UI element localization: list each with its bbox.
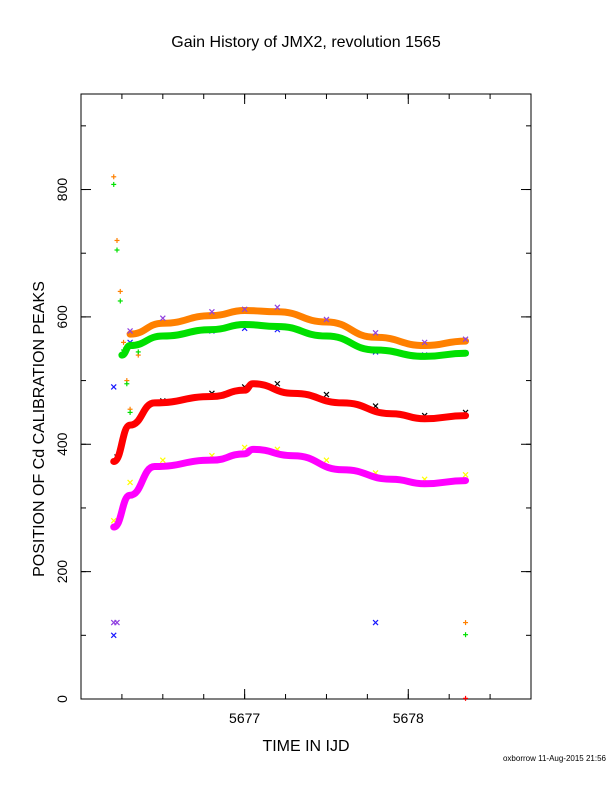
data-point [159,315,166,322]
y-tick-label: 0 [54,695,70,703]
y-tick-label: 400 [54,432,70,456]
data-point [208,308,215,315]
series-10 [110,619,379,639]
footer-credit: oxborrow 11-Aug-2015 21:56 [502,754,606,763]
data-point [127,479,134,486]
data-point [274,304,281,311]
series-line [118,321,470,360]
data-point [114,247,120,253]
data-point [462,336,469,343]
series-line [110,380,470,465]
data-point [463,695,469,701]
data-point [117,298,123,304]
data-point [274,380,281,387]
data-point [159,457,166,464]
data-point [323,391,330,398]
series-line [126,307,470,350]
chart-title: Gain History of JMX2, revolution 1565 [171,34,441,51]
x-axis-label: TIME IN IJD [262,738,350,755]
data-point [463,632,469,638]
series-11 [110,619,120,626]
x-tick-label: 5678 [393,710,424,726]
series-9 [111,181,469,638]
data-point [241,306,248,313]
data-point [372,619,379,626]
series-6 [110,444,469,524]
series-7 [110,445,470,531]
data-point [135,349,141,355]
data-point [111,174,117,180]
series-12 [463,695,469,701]
axis-ticks: 0 200 400 600 800 5677 5678 [54,94,532,726]
data-point [110,384,117,390]
data-point [124,381,130,387]
data-point [127,327,134,334]
y-axis-label: POSITION OF Cd CALIBRATION PEAKS [31,281,48,577]
x-tick-label: 5677 [229,710,260,726]
series-line [110,445,470,531]
data-point [121,347,127,353]
plot-frame [80,93,532,700]
data-point [114,619,120,626]
y-tick-label: 800 [54,178,70,202]
series-5 [110,380,470,465]
data-point [127,409,133,415]
data-point [323,316,330,323]
data-point [421,339,428,346]
y-tick-label: 600 [54,305,70,329]
data-point [114,237,120,243]
data-point [463,620,469,626]
chart-marks [110,174,470,701]
y-tick-label: 200 [54,560,70,584]
data-point [110,632,117,639]
data-point [117,288,123,294]
series-8 [111,174,469,626]
data-point [372,329,379,336]
data-point [323,457,330,464]
data-point [462,471,469,478]
series-0 [126,307,470,350]
series-1 [127,304,469,346]
series-3 [118,321,470,360]
data-point [111,181,117,187]
data-point [121,339,127,345]
